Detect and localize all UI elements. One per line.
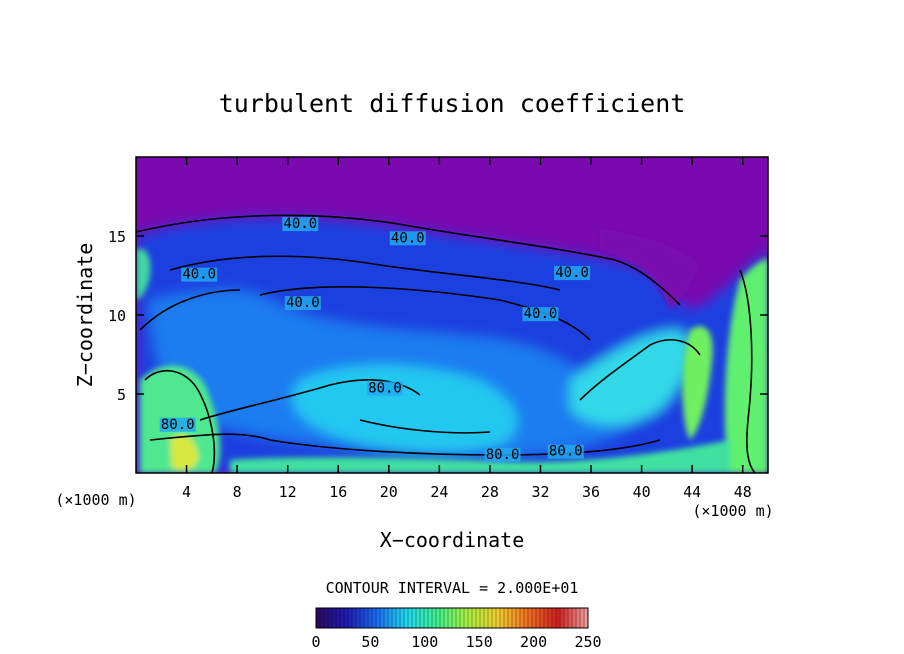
- contour-label-bg: [522, 307, 559, 322]
- x-tick-label: 40: [633, 483, 651, 501]
- colorbar-tick-label: 150: [466, 633, 493, 651]
- contour-label: 40.0: [524, 306, 558, 322]
- contour-label-bg: [389, 231, 426, 246]
- x-tick-label: 16: [329, 483, 347, 501]
- field-region-green-right-inner: [682, 326, 713, 440]
- heatmap-field: 40.0 40.0 40.0 40.0 40.0 40.0 80.0 80.0 80.0 80.0: [136, 157, 768, 473]
- field-region-green-right: [724, 258, 768, 473]
- contour-label: 40.0: [286, 295, 320, 311]
- contour-line: [359, 419, 491, 434]
- contour-label: 80.0: [368, 380, 402, 396]
- contour-label: 40.0: [555, 265, 589, 281]
- contour-label-bg: [282, 217, 319, 232]
- contour-label-bg: [159, 417, 196, 432]
- field-region-green-left-upper: [136, 248, 151, 300]
- field-region-yellow-left: [170, 435, 199, 471]
- contour-label: 40.0: [391, 230, 425, 246]
- x-unit-left: (×1000 m): [55, 491, 136, 509]
- colorbar-stripes: [319, 608, 585, 628]
- y-axis: 5 10 15: [108, 228, 768, 404]
- contour-line: [136, 214, 681, 306]
- field-region-cyan: [291, 365, 518, 453]
- x-tick-label: 20: [380, 483, 398, 501]
- contour-line: [739, 269, 756, 473]
- contour-label-bg: [484, 447, 521, 462]
- colorbar-tick-label: 50: [361, 633, 379, 651]
- chart-title: turbulent diffusion coefficient: [219, 89, 686, 118]
- field-region-purple-topright: [600, 228, 700, 310]
- x-tick-label: 8: [233, 483, 242, 501]
- field-region-cyan-right: [570, 330, 691, 425]
- y-tick-label: 10: [108, 307, 126, 325]
- x-axis-label: X−coordinate: [380, 528, 525, 552]
- contour-label-bg: [547, 444, 584, 459]
- contour-label: 40.0: [283, 216, 317, 232]
- contour-label: 80.0: [161, 417, 195, 433]
- x-tick-label: 32: [531, 483, 549, 501]
- contour-label-bg: [554, 266, 591, 281]
- contour-labels: 40.0 40.0 40.0 40.0 40.0 40.0 80.0 80.0 80.0 80.0: [159, 216, 591, 463]
- contour-line: [169, 255, 561, 291]
- x-tick-label: 28: [481, 483, 499, 501]
- colorbar-tick-label: 250: [574, 633, 601, 651]
- contour-label: 80.0: [549, 444, 583, 460]
- field-region-green-bottom: [230, 440, 730, 473]
- y-tick-label: 15: [108, 228, 126, 246]
- colorbar-tick-label: 200: [520, 633, 547, 651]
- contour-interval-text: CONTOUR INTERVAL = 2.000E+01: [326, 579, 579, 597]
- x-tick-label: 48: [734, 483, 752, 501]
- contour-line: [144, 369, 216, 473]
- contour-line: [259, 286, 591, 341]
- colorbar-tick-label: 0: [311, 633, 320, 651]
- y-tick-label: 5: [117, 386, 126, 404]
- x-axis: 4 8 12 16 20 24 28 32 36 40 44 48: [182, 157, 752, 501]
- y-axis-label: Z−coordinate: [73, 243, 97, 388]
- colorbar-tick-label: 100: [411, 633, 438, 651]
- contour-label-bg: [367, 381, 404, 396]
- x-tick-label: 24: [430, 483, 448, 501]
- x-tick-label: 12: [279, 483, 297, 501]
- colorbar-ticks: 0 50 100 150 200 250: [311, 633, 601, 651]
- x-tick-label: 4: [182, 483, 191, 501]
- contour-label-bg: [181, 267, 218, 282]
- contour-label-bg: [284, 296, 321, 311]
- contour-label: 40.0: [182, 267, 216, 283]
- x-tick-label: 44: [683, 483, 701, 501]
- contour-line: [139, 289, 241, 331]
- x-unit-right: (×1000 m): [692, 502, 773, 520]
- x-tick-label: 36: [582, 483, 600, 501]
- contour-label: 80.0: [486, 447, 520, 463]
- contour-line: [579, 339, 701, 401]
